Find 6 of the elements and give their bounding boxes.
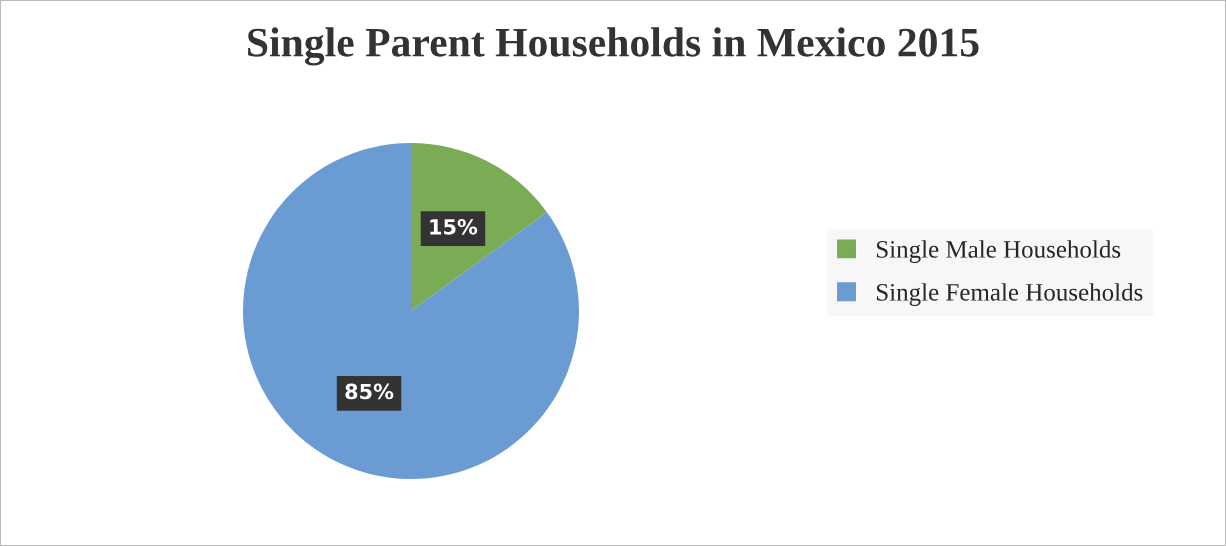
- chart-title: Single Parent Households in Mexico 2015: [248, 27, 979, 66]
- legend-label: Single Female Households: [876, 283, 1143, 306]
- data-label: 85%: [345, 383, 394, 400]
- legend-label: Single Male Households: [876, 240, 1121, 263]
- data-label: 15%: [430, 218, 478, 235]
- pie-slice: [243, 143, 579, 479]
